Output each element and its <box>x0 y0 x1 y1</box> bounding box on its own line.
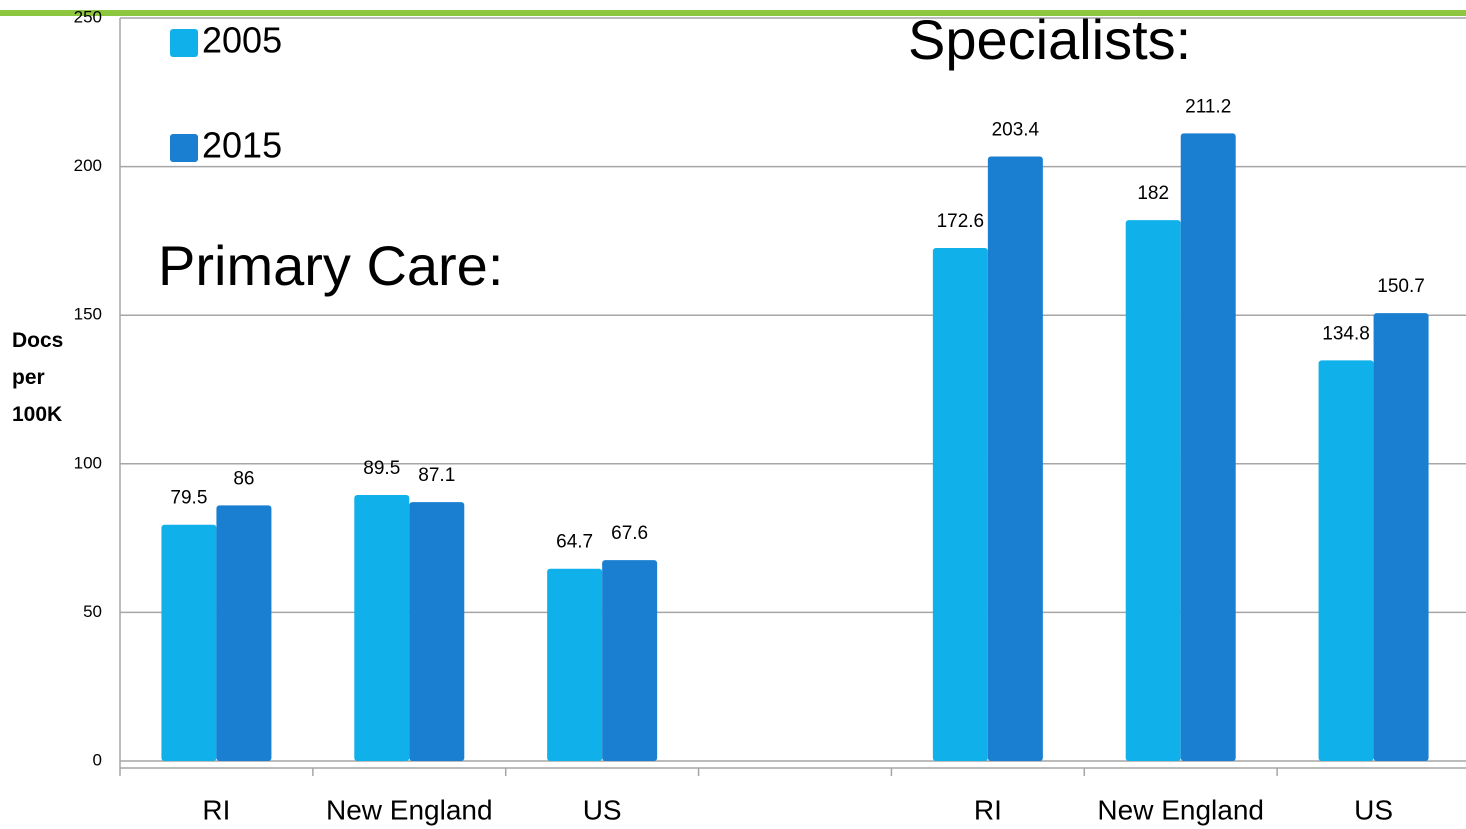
y-tick-label: 100 <box>74 453 102 472</box>
bar <box>354 495 410 761</box>
data-label: 182 <box>1137 183 1169 204</box>
data-label: 67.6 <box>611 523 648 544</box>
x-tick-label: New England <box>1097 794 1264 825</box>
bar <box>602 560 658 761</box>
legend-label: 2015 <box>202 125 282 166</box>
annotation: Primary Care: <box>158 234 503 297</box>
x-tick-label: RI <box>974 794 1002 825</box>
bar <box>547 568 603 761</box>
x-tick-label: New England <box>326 794 493 825</box>
bar <box>1318 360 1374 761</box>
bar <box>1125 220 1181 761</box>
bar <box>161 524 217 761</box>
data-label: 172.6 <box>937 211 985 232</box>
x-tick-label: RI <box>202 794 230 825</box>
legend-swatch <box>170 29 198 57</box>
y-tick-label: 50 <box>83 602 102 621</box>
data-label: 211.2 <box>1185 96 1231 117</box>
bar <box>1180 133 1236 761</box>
bar <box>987 156 1043 762</box>
legend-swatch <box>170 134 198 162</box>
y-tick-label: 150 <box>74 305 102 324</box>
bar <box>216 505 272 761</box>
data-label: 134.8 <box>1322 323 1370 344</box>
annotation: Specialists: <box>908 8 1191 71</box>
bar <box>1373 313 1429 761</box>
y-tick-label: 200 <box>74 156 102 175</box>
legend-label: 2005 <box>202 20 282 61</box>
y-axis-label: Docs per 100K <box>12 329 64 426</box>
bar <box>409 502 465 761</box>
x-tick-label: US <box>1354 794 1393 825</box>
data-label: 64.7 <box>556 532 593 553</box>
data-label: 87.1 <box>418 465 455 486</box>
data-label: 203.4 <box>992 120 1040 141</box>
data-label: 86 <box>233 468 254 489</box>
top-rule <box>0 10 1466 16</box>
y-tick-label: 250 <box>74 7 102 26</box>
x-tick-label: US <box>583 794 622 825</box>
data-label: 89.5 <box>363 458 400 479</box>
y-tick-label: 0 <box>93 750 102 769</box>
bar <box>932 248 988 761</box>
data-label: 150.7 <box>1377 276 1425 297</box>
data-label: 79.5 <box>170 488 207 509</box>
